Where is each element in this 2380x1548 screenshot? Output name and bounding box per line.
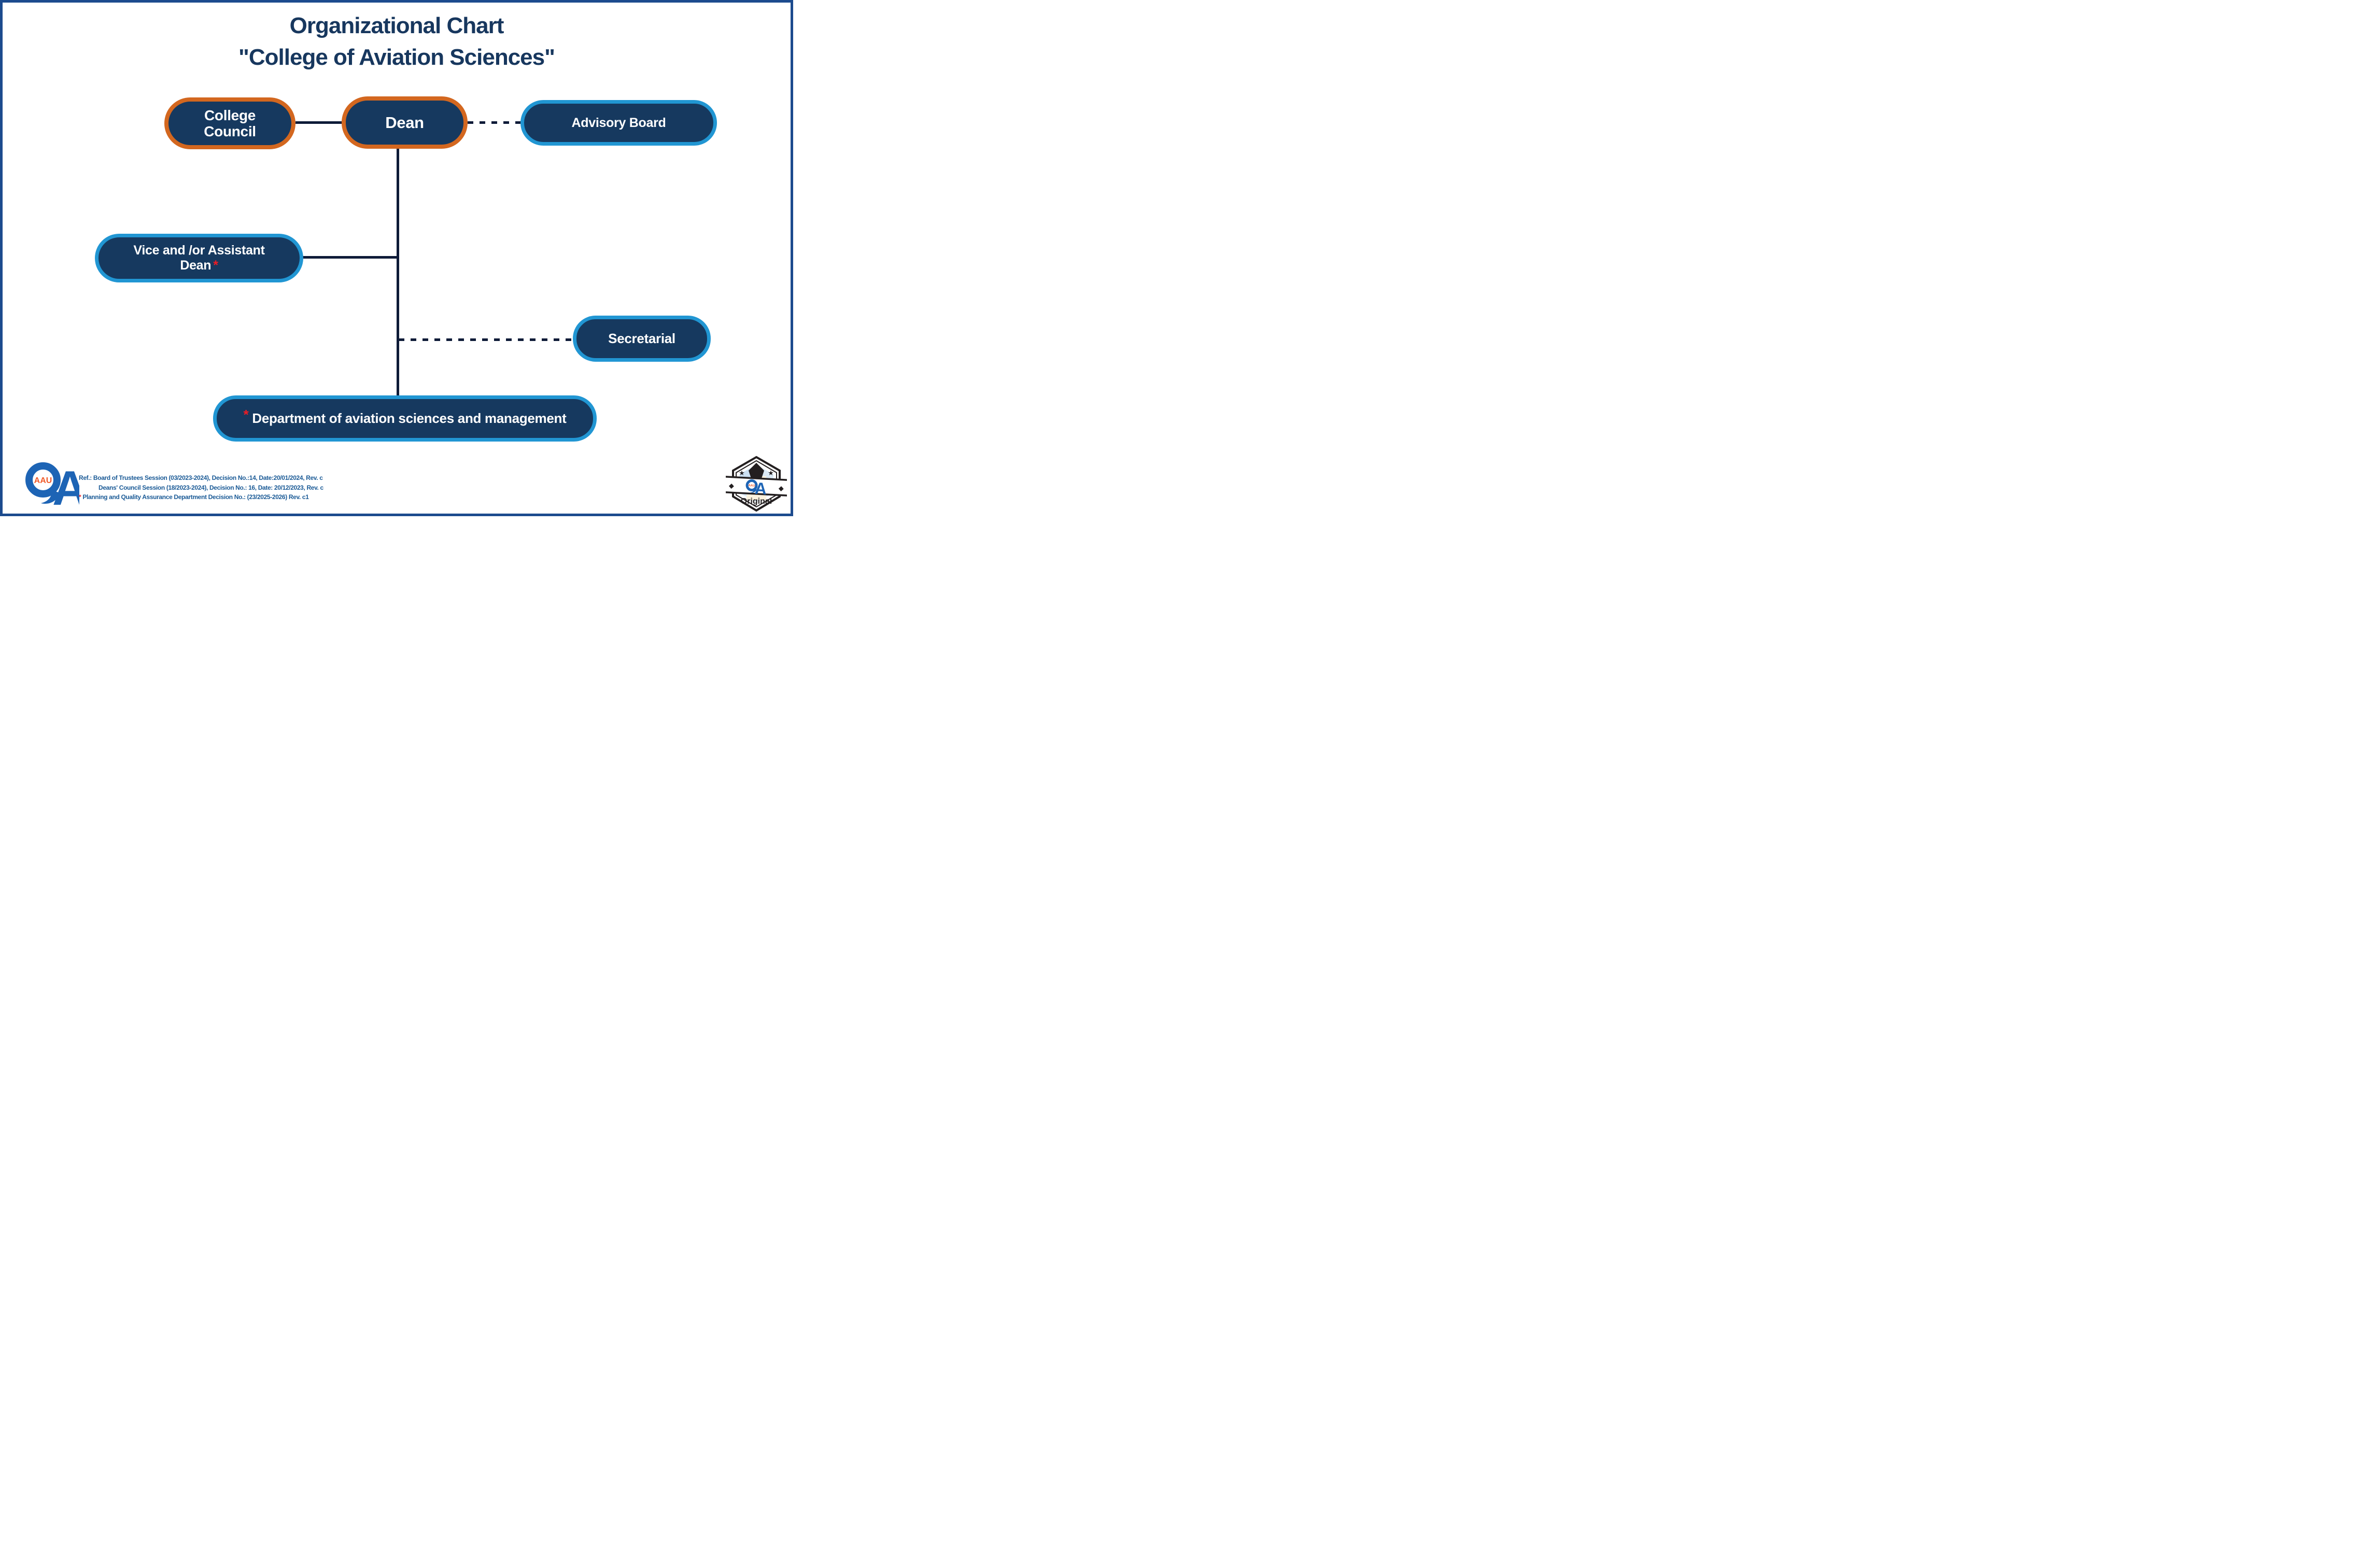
qa-logo-letter-a: A [52,461,79,512]
connector-dean-advisory-board-dashed [468,121,521,124]
seal-qa-aau-text: AAU [748,484,755,488]
qa-logo-aau-text: AAU [34,476,52,485]
seal-original-label: Original [741,497,772,506]
node-college-council-label: College Council [204,107,256,139]
seal-diamond-left-icon: ◆ [729,481,735,490]
aau-qa-logo: A AAU [25,461,79,512]
page-title-line1: Organizational Chart [289,13,504,38]
connector-secretarial-dashed [399,338,573,341]
qa-logo-q-tail [41,490,60,504]
node-advisory-board-label: Advisory Board [571,115,666,130]
org-chart-page: Organizational Chart "College of Aviatio… [0,0,793,516]
node-advisory-board: Advisory Board [520,100,717,146]
page-title: Organizational Chart "College of Aviatio… [3,10,791,73]
node-vice-assistant-dean-text: Vice and /or Assistant Dean [133,243,265,273]
node-vice-assistant-dean: Vice and /or Assistant Dean * [95,234,303,282]
seal-hexagon-inner [736,460,777,508]
seal-spade-icon [749,463,764,478]
reference-line-2: Deans' Council Session (18/2023-2024), D… [98,484,323,491]
node-college-council: College Council [164,97,295,149]
reference-line-1: Ref.: Board of Trustees Session (03/2023… [79,474,323,481]
connector-college-council-dean [295,121,342,124]
node-dean-label: Dean [385,113,424,132]
node-secretarial-label: Secretarial [608,331,675,346]
reference-line-3-text: Planning and Quality Assurance Departmen… [82,493,309,501]
seal-diamond-right-icon: ◆ [778,484,784,492]
seal-qa-q-tail [750,488,757,493]
qa-original-seal: ★ ★ ◆ ◆ A AAU Original [726,456,787,512]
connector-vice-dean-horizontal [303,256,397,259]
seal-star-left-icon: ★ [739,469,745,477]
red-asterisk: * [213,258,218,273]
node-dean: Dean [342,96,468,149]
red-asterisk: * [243,407,249,422]
node-vice-assistant-dean-label: Vice and /or Assistant Dean * [116,243,282,274]
node-secretarial: Secretarial [573,316,711,362]
page-title-line2: "College of Aviation Sciences" [238,45,555,70]
reference-line-3: * Planning and Quality Assurance Departme… [79,492,323,502]
seal-star-right-icon: ★ [768,469,774,477]
qa-logo-q-shape [25,462,61,498]
red-asterisk: * [79,493,81,501]
seal-qa-q-shape [745,479,758,492]
node-department-aviation-label: * Department of aviation sciences and man… [243,407,567,427]
reference-notes: Ref.: Board of Trustees Session (03/2023… [79,473,323,502]
seal-qa-letter-a: A [754,479,767,498]
seal-hexagon-outer [732,456,781,512]
node-department-aviation: * Department of aviation sciences and man… [213,395,597,442]
connector-dean-department-vertical [397,148,399,396]
node-department-aviation-text: Department of aviation sciences and mana… [252,410,567,426]
